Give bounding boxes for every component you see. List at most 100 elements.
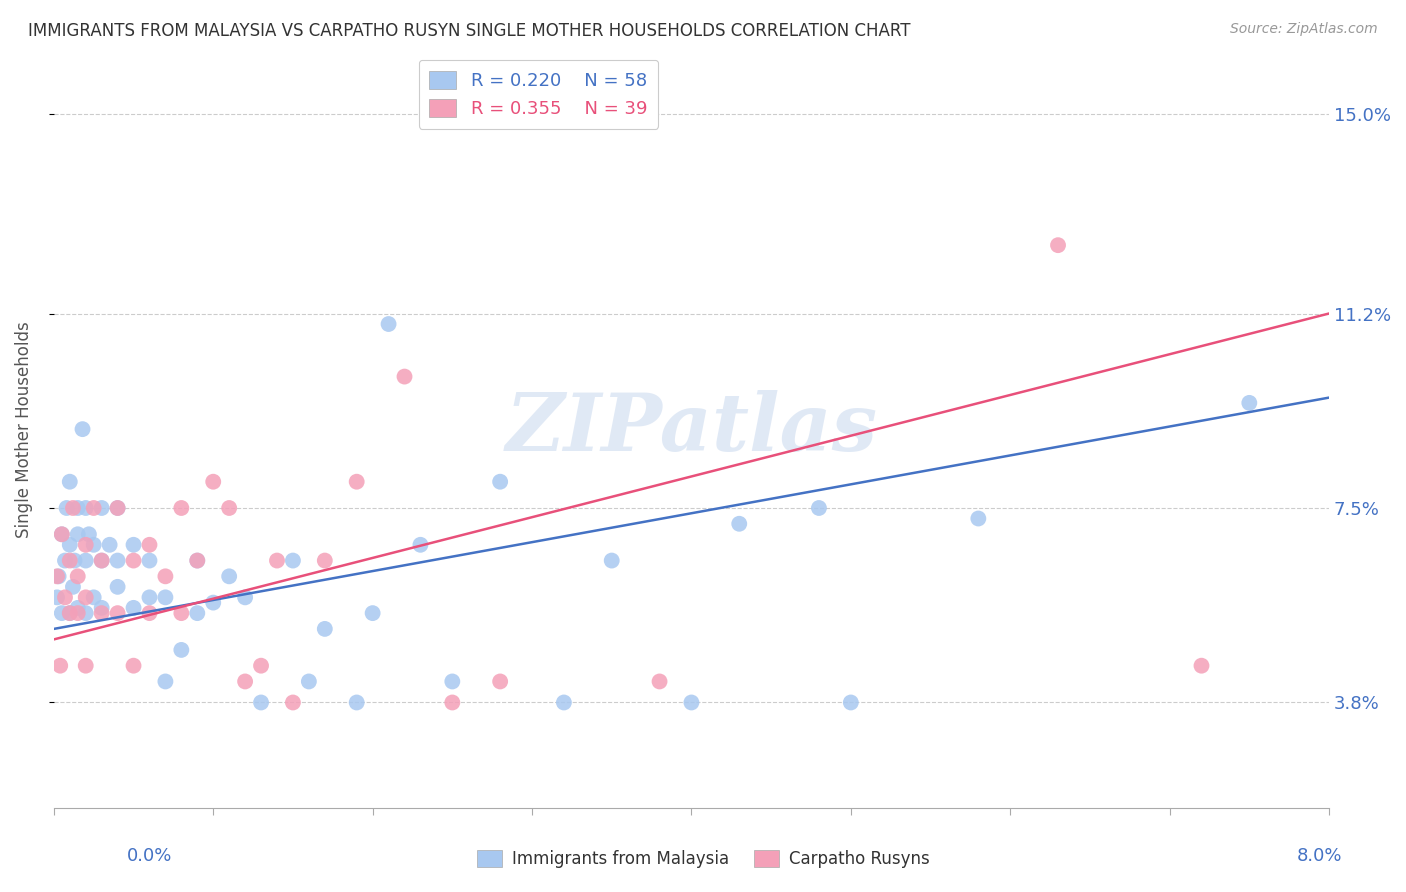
Point xyxy=(441,696,464,710)
Point xyxy=(155,591,177,605)
Point xyxy=(489,674,512,689)
Point xyxy=(281,696,304,710)
Point xyxy=(59,606,82,620)
Point xyxy=(107,501,129,516)
Point xyxy=(75,553,97,567)
Point xyxy=(75,538,97,552)
Point xyxy=(62,580,84,594)
Point xyxy=(489,475,512,489)
Point xyxy=(66,527,89,541)
Point xyxy=(250,696,273,710)
Point xyxy=(75,606,97,620)
Point xyxy=(83,501,105,516)
Point xyxy=(233,591,256,605)
Point xyxy=(138,606,160,620)
Point xyxy=(90,553,112,567)
Point xyxy=(83,591,105,605)
Point xyxy=(75,501,97,516)
Point xyxy=(72,422,94,436)
Point xyxy=(394,369,416,384)
Point xyxy=(107,553,129,567)
Point xyxy=(202,596,225,610)
Point xyxy=(51,527,73,541)
Point xyxy=(122,538,145,552)
Point xyxy=(107,580,129,594)
Point xyxy=(46,569,69,583)
Point xyxy=(648,674,671,689)
Point xyxy=(1239,396,1261,410)
Point xyxy=(281,553,304,567)
Point xyxy=(298,674,321,689)
Legend: R = 0.220    N = 58, R = 0.355    N = 39: R = 0.220 N = 58, R = 0.355 N = 39 xyxy=(419,60,658,129)
Point xyxy=(409,538,432,552)
Point xyxy=(51,527,73,541)
Point xyxy=(967,511,990,525)
Point xyxy=(346,696,368,710)
Point xyxy=(170,606,193,620)
Point xyxy=(266,553,288,567)
Point xyxy=(59,538,82,552)
Legend: Immigrants from Malaysia, Carpatho Rusyns: Immigrants from Malaysia, Carpatho Rusyn… xyxy=(470,843,936,875)
Point xyxy=(600,553,623,567)
Point xyxy=(90,501,112,516)
Point xyxy=(377,317,399,331)
Point xyxy=(53,591,76,605)
Point xyxy=(807,501,830,516)
Point xyxy=(170,501,193,516)
Point xyxy=(90,606,112,620)
Point xyxy=(314,553,336,567)
Point xyxy=(51,606,73,620)
Point xyxy=(62,501,84,516)
Point xyxy=(49,658,72,673)
Point xyxy=(441,674,464,689)
Point xyxy=(155,674,177,689)
Point xyxy=(186,606,208,620)
Point xyxy=(138,591,160,605)
Point xyxy=(75,591,97,605)
Point xyxy=(170,643,193,657)
Point xyxy=(728,516,751,531)
Point xyxy=(314,622,336,636)
Point xyxy=(66,606,89,620)
Point xyxy=(90,600,112,615)
Point xyxy=(46,591,69,605)
Text: IMMIGRANTS FROM MALAYSIA VS CARPATHO RUSYN SINGLE MOTHER HOUSEHOLDS CORRELATION : IMMIGRANTS FROM MALAYSIA VS CARPATHO RUS… xyxy=(28,22,911,40)
Y-axis label: Single Mother Households: Single Mother Households xyxy=(15,321,32,538)
Point xyxy=(186,553,208,567)
Point xyxy=(681,696,703,710)
Point xyxy=(218,501,240,516)
Point xyxy=(55,501,77,516)
Point xyxy=(361,606,384,620)
Point xyxy=(59,475,82,489)
Point xyxy=(48,569,70,583)
Point xyxy=(53,553,76,567)
Point xyxy=(122,553,145,567)
Point xyxy=(553,696,575,710)
Point xyxy=(66,569,89,583)
Point xyxy=(839,696,862,710)
Point xyxy=(218,569,240,583)
Point xyxy=(75,658,97,673)
Point xyxy=(346,475,368,489)
Point xyxy=(66,600,89,615)
Point xyxy=(1191,658,1213,673)
Point xyxy=(138,538,160,552)
Point xyxy=(59,606,82,620)
Point xyxy=(122,600,145,615)
Text: 0.0%: 0.0% xyxy=(127,847,172,865)
Point xyxy=(250,658,273,673)
Text: ZIPatlas: ZIPatlas xyxy=(505,391,877,468)
Point xyxy=(98,538,121,552)
Point xyxy=(107,606,129,620)
Point xyxy=(138,553,160,567)
Point xyxy=(90,553,112,567)
Point xyxy=(66,501,89,516)
Point xyxy=(233,674,256,689)
Point xyxy=(202,475,225,489)
Point xyxy=(77,527,100,541)
Point xyxy=(155,569,177,583)
Point xyxy=(1047,238,1070,252)
Text: Source: ZipAtlas.com: Source: ZipAtlas.com xyxy=(1230,22,1378,37)
Point xyxy=(186,553,208,567)
Point xyxy=(107,501,129,516)
